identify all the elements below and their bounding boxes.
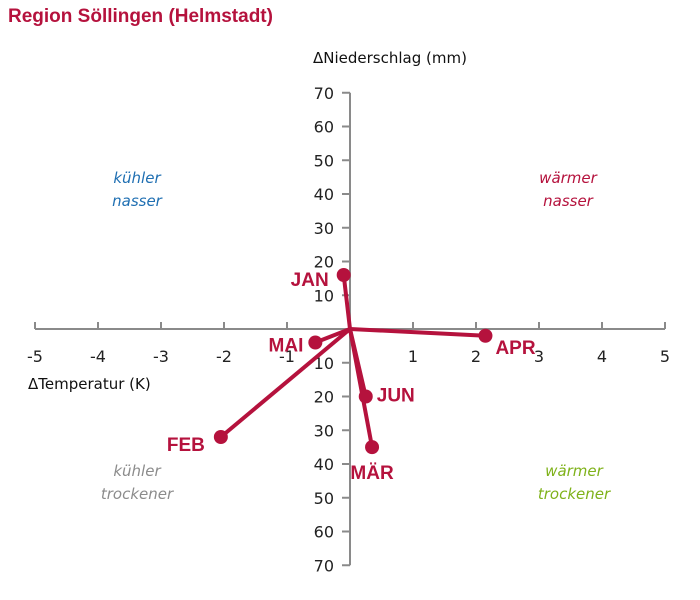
x-axis-label: ΔTemperatur (K) [28, 375, 151, 393]
x-tick-label: 3 [534, 347, 544, 366]
y-tick-label: 60 [314, 523, 334, 542]
data-line-jan [341, 273, 352, 331]
x-tick-label: 4 [597, 347, 607, 366]
y-tick-label: 30 [314, 421, 334, 440]
quadrant-label-line: wärmer [545, 462, 603, 480]
quadrant-label-line: trockener [101, 485, 174, 503]
data-label-mär: MÄR [350, 463, 394, 484]
data-label-jan: JAN [291, 270, 329, 291]
x-tick-label: 1 [408, 347, 418, 366]
y-tick-label: 50 [314, 489, 334, 508]
x-tick-label: -1 [279, 347, 295, 366]
y-tick-label: 70 [314, 84, 334, 103]
y-tick-label: 20 [314, 388, 334, 407]
x-tick-label: -5 [27, 347, 43, 366]
x-tick-label: 2 [471, 347, 481, 366]
quadrant-labels: kühler nasser wärmer nasser kühler trockener w… [101, 169, 611, 503]
data-line-feb [218, 327, 352, 439]
y-tick-label: 20 [314, 253, 334, 272]
x-tick-label: -2 [216, 347, 232, 366]
data-point-mär [365, 440, 380, 455]
data-point-jan [336, 268, 351, 282]
y-tick-label: 10 [314, 354, 334, 373]
data-label-mai: MAI [269, 336, 304, 357]
data-point-mai [308, 335, 323, 350]
y-axis-label: ΔNiederschlag (mm) [313, 49, 467, 67]
data-point-feb [213, 430, 228, 444]
quadrant-label-line: kühler [113, 462, 161, 480]
x-tick-label: -3 [153, 347, 169, 366]
chart-title: Region Söllingen (Helmstadt) [8, 6, 273, 27]
data-label-apr: APR [495, 338, 535, 359]
data-point-jun [358, 389, 373, 404]
data-label-feb: FEB [167, 435, 205, 456]
data-line-apr [348, 327, 488, 338]
x-tick-label: -4 [90, 347, 106, 366]
quadrant-label-line: nasser [543, 192, 594, 210]
y-tick-label: 60 [314, 118, 334, 137]
y-tick-label: 40 [314, 185, 334, 204]
y-tick-label: 70 [314, 556, 334, 575]
data-series: JAN FEB MÄR APR MAI JUN [167, 268, 536, 484]
quadrant-label-line: nasser [112, 192, 163, 210]
data-label-jun: JUN [377, 386, 415, 407]
y-tick-label: 50 [314, 151, 334, 170]
data-line-jun [348, 327, 368, 399]
quadrant-label-line: trockener [538, 485, 611, 503]
y-tick-label: 40 [314, 455, 334, 474]
data-point-apr [478, 328, 493, 343]
y-tick-label: 30 [314, 219, 334, 238]
quadrant-label-line: kühler [113, 169, 161, 187]
quadrant-label-line: wärmer [539, 169, 597, 187]
x-tick-label: 5 [660, 347, 670, 366]
y-tick-label: 10 [314, 286, 334, 305]
